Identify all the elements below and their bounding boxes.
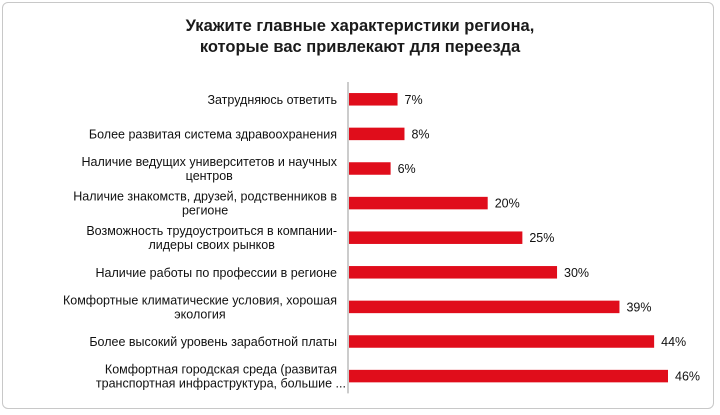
category-label-2: Более развитая система здравоохранения bbox=[89, 127, 337, 141]
value-label-2: 8% bbox=[411, 127, 429, 141]
value-label-5: 25% bbox=[529, 231, 554, 245]
value-label-7: 39% bbox=[626, 300, 651, 314]
bar-8 bbox=[349, 335, 655, 348]
value-label-8: 44% bbox=[661, 335, 686, 349]
value-label-9: 46% bbox=[675, 370, 700, 384]
bar-3 bbox=[349, 162, 391, 175]
bar-2 bbox=[349, 127, 405, 141]
value-label-4: 20% bbox=[495, 197, 520, 211]
category-label-1: Затрудняюсь ответить bbox=[207, 93, 337, 107]
category-label-4: Наличие знакомств, друзей, родственников… bbox=[73, 190, 337, 218]
bar-9 bbox=[349, 369, 668, 383]
chart-title: Укажите главные характеристики региона, … bbox=[0, 16, 720, 58]
value-labels-group: 7% 8% 6% 20% 25% 30% 39% 44% 46% bbox=[398, 93, 700, 384]
bar-5 bbox=[349, 231, 523, 244]
category-label-7: Комфортные климатические условия, хороша… bbox=[63, 293, 337, 321]
category-label-5: Возможность трудоустроиться в компании-л… bbox=[86, 224, 337, 252]
category-label-3: Наличие ведущих университетов и научных ц… bbox=[82, 155, 338, 183]
value-label-3: 6% bbox=[398, 162, 416, 176]
value-label-6: 30% bbox=[564, 266, 589, 280]
category-label-9: Комфортная городская среда (развитая тран… bbox=[96, 363, 346, 391]
chart-title-line-1: Укажите главные характеристики региона, bbox=[185, 17, 535, 35]
bar-1 bbox=[349, 93, 398, 106]
bars-group bbox=[349, 93, 668, 383]
category-labels-group: Затрудняюсь ответить Более развитая систе… bbox=[63, 93, 346, 391]
value-label-1: 7% bbox=[405, 93, 423, 107]
bar-4 bbox=[349, 196, 488, 210]
bar-7 bbox=[349, 300, 620, 314]
category-label-6: Наличие работы по профессии в регионе bbox=[95, 266, 337, 280]
chart-title-line-2: которые вас привлекают для переезда bbox=[199, 38, 521, 56]
category-label-8: Более высокий уровень заработной платы bbox=[89, 335, 337, 349]
bar-6 bbox=[349, 266, 558, 279]
